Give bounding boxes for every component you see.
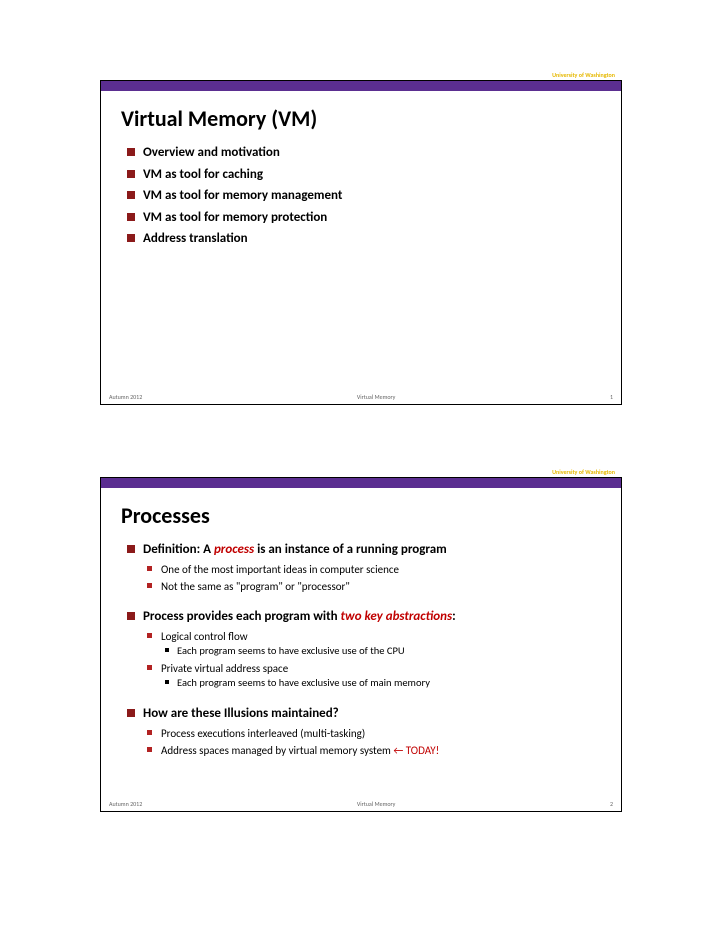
bullet-highlight: process: [214, 542, 254, 557]
sub-sub-bullet: Each program seems to have exclusive use…: [161, 676, 601, 691]
footer-page: 1: [610, 393, 613, 401]
bullet-item: Overview and motivation: [121, 144, 601, 162]
footer-left: Autumn 2012: [109, 393, 142, 401]
sub-bullet: Private virtual address space Each progr…: [143, 661, 601, 691]
slide-topbar: University of Washington: [101, 81, 621, 91]
footer-left: Autumn 2012: [109, 800, 142, 808]
sub-bullet: Process executions interleaved (multi-ta…: [143, 726, 601, 741]
bullet-item: Definition: A process is an instance of …: [121, 541, 601, 594]
bullet-item: VM as tool for caching: [121, 166, 601, 184]
footer-center: Virtual Memory: [357, 800, 396, 808]
bullet-text: How are these Illusions maintained?: [143, 706, 339, 721]
sub-bullet: Not the same as "program" or "processor": [143, 579, 601, 594]
bullet-text-post: is an instance of a running program: [254, 542, 447, 557]
bullet-item: VM as tool for memory protection: [121, 209, 601, 227]
institution-label: University of Washington: [552, 71, 615, 79]
sub-bullet-text: Address spaces managed by virtual memory…: [161, 744, 391, 757]
bullet-item: Process provides each program with two k…: [121, 608, 601, 691]
bullet-item: Address translation: [121, 230, 601, 248]
today-callout: ← TODAY!: [391, 744, 439, 757]
bullet-text-pre: Process provides each program with: [143, 609, 341, 624]
sub-bullet: Logical control flow Each program seems …: [143, 629, 601, 659]
bullet-item: How are these Illusions maintained? Proc…: [121, 705, 601, 758]
slide-title: Virtual Memory (VM): [121, 105, 601, 132]
footer-page: 2: [610, 800, 613, 808]
bullet-text-post: :: [452, 609, 456, 624]
slide-topbar: University of Washington: [101, 478, 621, 488]
bullet-item: VM as tool for memory management: [121, 187, 601, 205]
slide-2: University of Washington Processes Defin…: [100, 477, 622, 812]
bullet-text-pre: Definition: A: [143, 542, 214, 557]
bullet-highlight: two key abstractions: [341, 609, 453, 624]
sub-sub-bullet: Each program seems to have exclusive use…: [161, 644, 601, 659]
sub-bullet-text: Private virtual address space: [161, 662, 288, 675]
sub-bullet: Address spaces managed by virtual memory…: [143, 743, 601, 758]
sub-bullet: One of the most important ideas in compu…: [143, 562, 601, 577]
footer-center: Virtual Memory: [357, 393, 396, 401]
institution-label: University of Washington: [552, 468, 615, 476]
slide-1: University of Washington Virtual Memory …: [100, 80, 622, 405]
slide-footer: Autumn 2012 Virtual Memory 1: [101, 391, 621, 404]
slide-footer: Autumn 2012 Virtual Memory 2: [101, 798, 621, 811]
slide-title: Processes: [121, 502, 601, 529]
sub-bullet-text: Logical control flow: [161, 630, 248, 643]
